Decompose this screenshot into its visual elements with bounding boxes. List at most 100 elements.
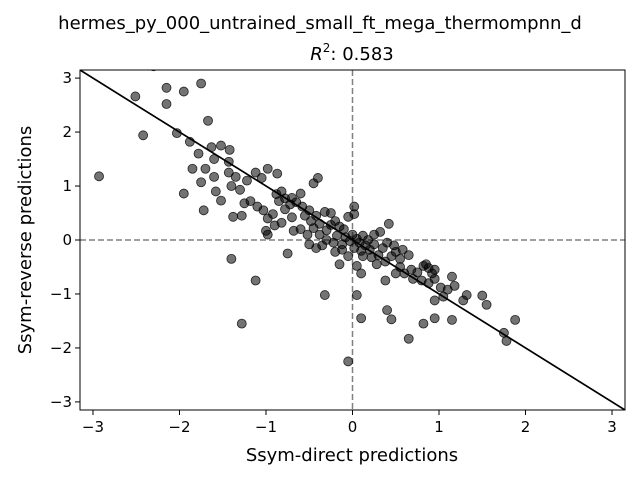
data-point <box>295 188 306 199</box>
data-point <box>295 224 306 235</box>
data-point <box>200 163 211 174</box>
data-point <box>302 229 313 240</box>
x-tick-label: −1 <box>255 418 277 436</box>
data-point <box>226 253 237 264</box>
y-tick-label: −2 <box>50 339 72 357</box>
data-point <box>421 259 431 270</box>
data-point <box>138 130 149 141</box>
data-point <box>268 209 278 219</box>
data-point <box>449 280 460 291</box>
data-point <box>235 184 245 195</box>
data-point <box>216 140 226 151</box>
data-point <box>447 314 457 325</box>
chart-title: hermes_py_000_untrained_small_ft_mega_th… <box>58 13 582 65</box>
data-point <box>403 250 414 261</box>
data-point <box>312 173 323 183</box>
data-point <box>429 313 440 324</box>
data-point <box>272 168 283 179</box>
r2-value: : 0.583 <box>330 44 393 65</box>
data-point <box>395 253 405 264</box>
x-axis-label: Ssym-direct predictions <box>246 445 458 466</box>
data-point <box>258 205 269 216</box>
data-point <box>187 163 198 174</box>
data-point <box>282 248 293 259</box>
data-point <box>319 290 330 300</box>
data-point <box>325 208 336 218</box>
y-axis-label: Ssym-reverse predictions <box>15 126 36 355</box>
data-point <box>130 91 141 102</box>
data-point <box>262 229 273 240</box>
data-point <box>250 167 261 178</box>
data-point <box>216 195 226 206</box>
data-point <box>196 78 207 89</box>
chart-title-line2: R2: 0.583 <box>310 41 393 65</box>
data-point <box>382 305 393 316</box>
data-point <box>198 205 209 216</box>
y-tick-label: −1 <box>50 285 72 303</box>
data-point <box>510 314 521 325</box>
data-point <box>178 188 189 199</box>
data-point <box>245 196 256 207</box>
data-point <box>356 313 367 324</box>
data-point <box>228 211 239 222</box>
data-point <box>477 290 488 301</box>
data-point <box>242 175 252 186</box>
data-point <box>356 268 367 279</box>
data-point <box>349 201 360 212</box>
data-point <box>210 186 221 197</box>
y-tick-label: 1 <box>62 177 72 195</box>
data-point <box>178 86 189 97</box>
data-point <box>383 218 394 229</box>
data-point <box>337 244 348 255</box>
data-point <box>196 177 207 188</box>
data-point <box>357 251 368 262</box>
data-point <box>161 99 172 109</box>
plot-content <box>80 70 625 410</box>
x-tick-label: 3 <box>607 418 617 436</box>
data-point <box>458 295 469 306</box>
data-point <box>226 181 237 191</box>
x-tick-label: 1 <box>434 418 444 436</box>
data-point <box>94 171 104 182</box>
data-point <box>230 171 241 182</box>
data-point <box>150 70 157 72</box>
y-tick-label: −3 <box>50 393 72 411</box>
data-point <box>403 333 414 344</box>
data-point <box>386 314 397 325</box>
data-point <box>262 163 273 174</box>
data-point <box>193 148 204 159</box>
reference-line-y-neg-x <box>80 70 625 410</box>
y-tick-label: 3 <box>62 69 72 87</box>
y-tick-label: 0 <box>62 231 72 249</box>
r2-superscript: 2 <box>323 41 331 55</box>
x-tick-label: 0 <box>348 418 358 436</box>
data-point <box>223 167 234 178</box>
data-point <box>351 290 362 300</box>
data-point <box>390 268 401 279</box>
data-point <box>203 115 213 126</box>
data-point <box>224 144 235 155</box>
data-point <box>287 212 297 223</box>
data-point <box>429 295 440 306</box>
data-point <box>389 240 399 251</box>
data-point <box>276 217 287 228</box>
data-point <box>429 273 440 284</box>
data-point <box>308 223 319 234</box>
data-point <box>418 318 429 329</box>
chart-title-line1: hermes_py_000_untrained_small_ft_mega_th… <box>58 13 582 34</box>
data-point <box>371 259 382 270</box>
x-tick-label: 2 <box>521 418 531 436</box>
x-tick-label: −3 <box>82 418 104 436</box>
data-point <box>397 244 408 255</box>
data-point <box>334 259 345 270</box>
data-point <box>343 356 354 367</box>
data-point <box>343 251 354 262</box>
data-point <box>481 299 492 310</box>
plot-area: −3 −2 −1 0 1 2 3 −3 −2 −1 0 1 2 3 <box>50 69 626 436</box>
data-point <box>369 239 380 250</box>
data-point <box>380 275 391 286</box>
data-point <box>351 261 362 271</box>
data-point <box>429 264 440 275</box>
data-point <box>236 318 247 329</box>
